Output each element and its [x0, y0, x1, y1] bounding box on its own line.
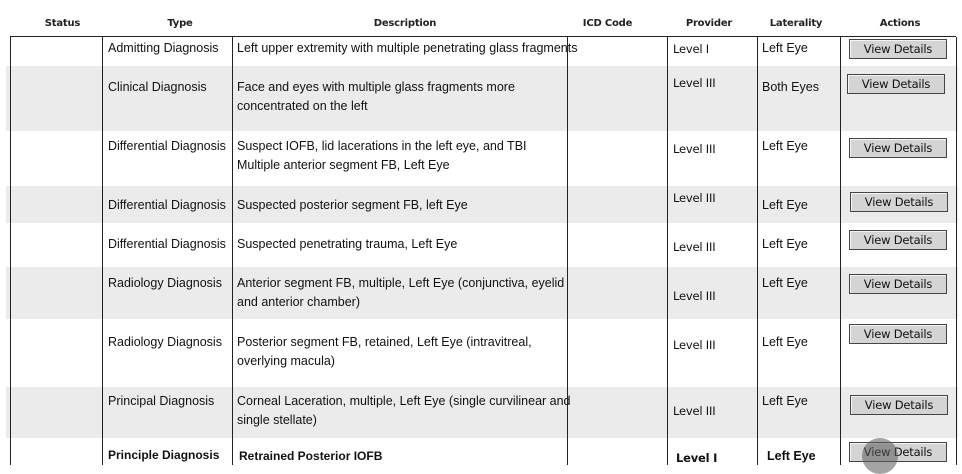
cell-provider: Level III — [673, 404, 716, 418]
cell-description: Anterior segment FB, multiple, Left Eye … — [237, 276, 565, 290]
cell-description: single stellate) — [237, 413, 317, 427]
cell-type: Clinical Diagnosis — [108, 80, 207, 94]
row-band — [6, 66, 958, 131]
view-details-button[interactable]: View Details — [847, 74, 945, 94]
cell-laterality: Left Eye — [762, 276, 808, 290]
cell-type: Principle Diagnosis — [108, 448, 220, 462]
header-description: Description — [373, 18, 437, 29]
cell-laterality: Left Eye — [767, 449, 816, 463]
row-band — [6, 387, 958, 438]
cell-provider: Level III — [673, 191, 716, 205]
column-divider — [10, 37, 11, 465]
view-details-button[interactable]: View Details — [850, 395, 948, 415]
cell-description: Left upper extremity with multiple penet… — [237, 41, 578, 55]
cell-provider: Level III — [673, 338, 716, 352]
row-band — [6, 267, 958, 319]
view-details-button[interactable]: View Details — [849, 39, 947, 59]
cell-description: overlying macula) — [237, 354, 335, 368]
cell-laterality: Both Eyes — [762, 80, 819, 94]
cell-type: Admitting Diagnosis — [108, 41, 219, 55]
cell-provider: Level I — [673, 42, 710, 56]
header-status: Status — [44, 18, 81, 29]
cell-type: Principal Diagnosis — [108, 394, 215, 408]
row-band — [6, 186, 958, 223]
column-divider — [567, 37, 568, 465]
cursor-indicator — [862, 438, 898, 474]
cell-laterality: Left Eye — [762, 394, 808, 408]
cell-description: Suspected penetrating trauma, Left Eye — [237, 237, 458, 251]
cell-laterality: Left Eye — [762, 198, 808, 212]
cell-description: Suspect IOFB, lid lacerations in the lef… — [237, 139, 527, 153]
cell-description: Face and eyes with multiple glass fragme… — [237, 80, 515, 94]
cell-laterality: Left Eye — [762, 139, 808, 153]
header-icd-code: ICD Code — [582, 18, 633, 29]
table-top-border — [10, 36, 956, 37]
cell-type: Radiology Diagnosis — [108, 335, 222, 349]
cell-provider: Level III — [673, 142, 716, 156]
header-type: Type — [167, 18, 193, 29]
cell-type: Radiology Diagnosis — [108, 276, 222, 290]
cell-type: Differential Diagnosis — [108, 198, 226, 212]
column-divider — [757, 37, 758, 465]
header-laterality: Laterality — [769, 18, 823, 29]
cell-type: Differential Diagnosis — [108, 139, 226, 153]
cell-description: Suspected posterior segment FB, left Eye — [237, 198, 468, 212]
view-details-button[interactable]: View Details — [849, 324, 947, 344]
cell-laterality: Left Eye — [762, 335, 808, 349]
cell-description: concentrated on the left — [237, 99, 368, 113]
cell-provider: Level III — [673, 240, 716, 254]
view-details-button[interactable]: View Details — [849, 230, 947, 250]
cell-laterality: Left Eye — [762, 41, 808, 55]
header-actions: Actions — [879, 18, 921, 29]
cell-provider: Level I — [676, 451, 718, 465]
column-divider — [102, 37, 103, 465]
cell-description: Posterior segment FB, retained, Left Eye… — [237, 335, 532, 349]
view-details-button[interactable]: View Details — [849, 274, 947, 294]
column-divider — [840, 37, 841, 465]
cell-provider: Level III — [673, 76, 716, 90]
cell-provider: Level III — [673, 289, 716, 303]
cell-description: and anterior chamber) — [237, 295, 360, 309]
column-divider — [232, 37, 233, 465]
view-details-button[interactable]: View Details — [849, 138, 947, 158]
column-divider — [956, 37, 957, 465]
header-provider: Provider — [685, 18, 733, 29]
cell-description: Retrained Posterior IOFB — [239, 449, 383, 463]
cell-type: Differential Diagnosis — [108, 237, 226, 251]
column-divider — [667, 37, 668, 465]
cell-description: Multiple anterior segment FB, Left Eye — [237, 158, 450, 172]
cell-description: Corneal Laceration, multiple, Left Eye (… — [237, 394, 571, 408]
view-details-button[interactable]: View Details — [850, 192, 948, 212]
cell-laterality: Left Eye — [762, 237, 808, 251]
